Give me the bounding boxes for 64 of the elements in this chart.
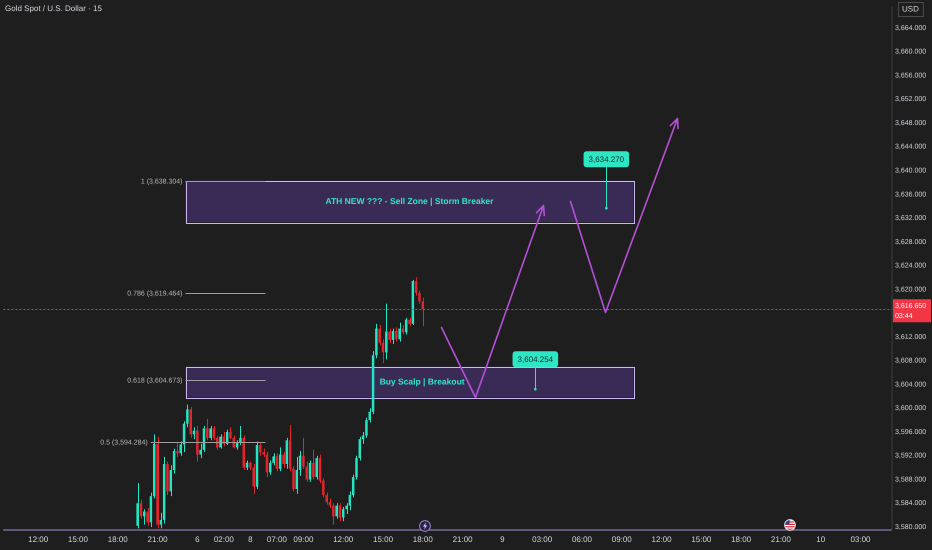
candlestick (282, 452, 285, 468)
x-tick-label: 10 (816, 535, 826, 544)
candlestick (246, 460, 248, 470)
y-axis-title: USD (902, 4, 920, 14)
x-tick-label: 06:00 (572, 535, 593, 544)
candlestick (252, 464, 255, 494)
candlestick (278, 446, 282, 472)
band-label: Buy Scalp | Breakout (380, 376, 465, 386)
candlestick (338, 502, 342, 522)
x-tick-label: 8 (248, 535, 254, 544)
candlestick (259, 442, 262, 456)
candlestick (140, 499, 142, 520)
x-tick-label: 21:00 (770, 535, 792, 544)
candlestick (226, 429, 228, 446)
x-tick-label: 03:00 (532, 535, 553, 544)
candlestick (286, 437, 288, 470)
annotation: 3,634.270 (588, 154, 625, 164)
candlestick (143, 508, 146, 526)
candlestick (398, 322, 401, 342)
x-tick-label: 15:00 (691, 535, 712, 544)
x-tick-label: 9 (500, 535, 506, 544)
candlestick (308, 460, 312, 482)
x-tick-label: 12:00 (28, 535, 49, 544)
candlestick (266, 452, 268, 478)
x-tick-label: 18:00 (731, 535, 752, 544)
candlestick (315, 455, 318, 480)
candlestick (146, 508, 149, 526)
candlestick (312, 449, 315, 480)
x-tick-label: 12:00 (333, 535, 354, 544)
candlestick (296, 456, 298, 494)
candlestick (335, 502, 338, 520)
x-tick-label: 02:00 (214, 535, 234, 544)
x-tick-label: 03:00 (850, 535, 872, 544)
candlestick (342, 506, 344, 522)
candlestick (222, 431, 226, 447)
x-tick-label: 15:00 (68, 535, 89, 544)
x-tick-label: 09:00 (612, 535, 632, 544)
candlestick (404, 317, 408, 336)
x-tick-label: 6 (195, 535, 200, 544)
candlestick (392, 328, 394, 345)
x-tick-label: 12:00 (652, 535, 672, 544)
candlestick (332, 502, 335, 526)
candlestick (209, 426, 212, 441)
candlestick (402, 324, 404, 336)
x-tick-label: 21:00 (452, 535, 474, 544)
chart-title: Gold Spot / U.S. Dollar · 15 (5, 4, 102, 14)
x-tick-label: 18:00 (108, 535, 128, 544)
candlestick (395, 326, 398, 342)
x-tick-label: 18:00 (412, 535, 434, 544)
annotation: 3,604.254 (518, 354, 554, 364)
x-tick-label: 15:00 (372, 535, 394, 544)
candlestick (196, 426, 199, 462)
x-tick-label: 21:00 (148, 535, 168, 544)
candlestick (206, 418, 209, 441)
candlestick (219, 434, 222, 450)
candlestick (388, 328, 391, 344)
candlestick (269, 460, 272, 476)
x-tick-label: 07:00 (266, 535, 288, 544)
candlestick (176, 442, 179, 458)
band-label: ATH NEW ??? - Sell Zone | Storm Breaker (325, 196, 494, 206)
candlestick (136, 482, 139, 529)
candlestick (385, 303, 388, 360)
x-tick-label: 09:00 (293, 535, 314, 544)
candlestick (276, 452, 278, 472)
